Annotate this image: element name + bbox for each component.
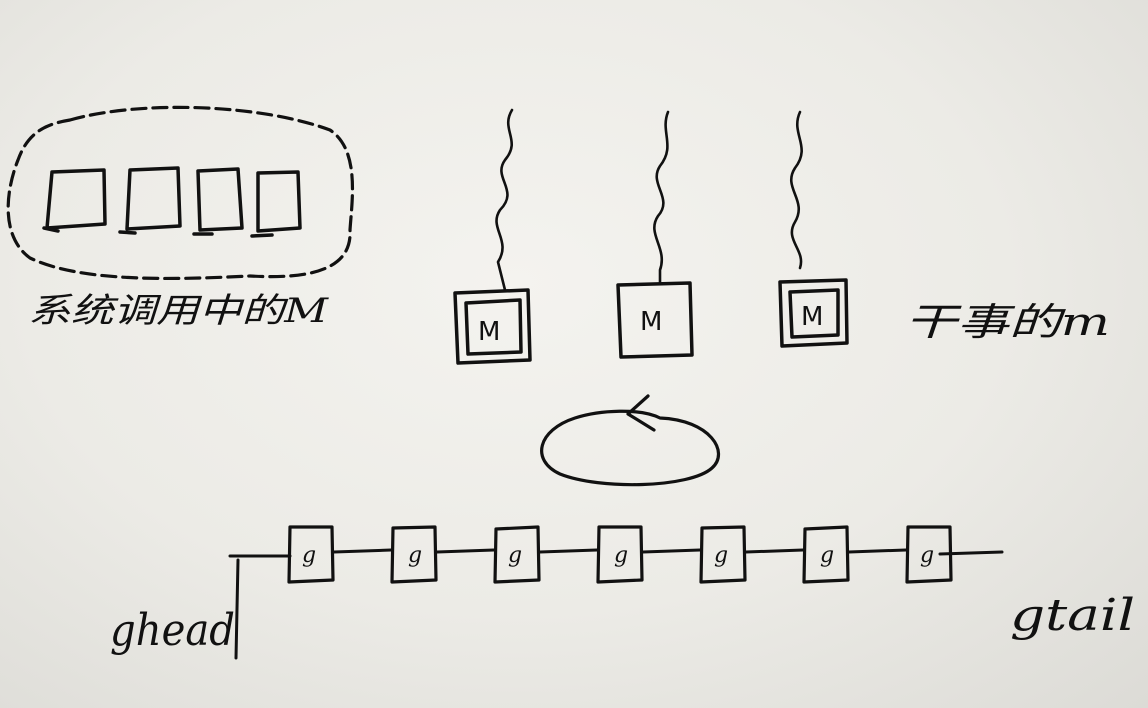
g-box-3-label: g: [508, 543, 522, 568]
g-box-6-label: g: [820, 543, 834, 568]
m-box-2: M: [616, 281, 694, 359]
m-box-3-label: M: [801, 302, 823, 332]
idle-m-label: 干事的m: [905, 300, 1110, 344]
g-box-1-label: g: [302, 543, 316, 568]
queue-link-6: [847, 548, 908, 554]
g-box-2-label: g: [408, 543, 422, 568]
schedule-loop: [540, 394, 721, 487]
m-box-1: M: [453, 288, 532, 365]
queue-link-1: [332, 548, 393, 554]
ghead-label: ghead: [110, 605, 235, 656]
g-box-5-label: g: [714, 543, 728, 568]
g-box-4-label: g: [614, 543, 628, 568]
g-box-3: g: [493, 525, 599, 584]
g-box-6: g: [802, 525, 908, 584]
g-box-4: g: [596, 525, 702, 584]
g-box-7-label: g: [920, 543, 934, 568]
g-box-1: g: [287, 525, 393, 584]
m-boxes: M M M: [453, 278, 849, 365]
m-box-3: M: [778, 278, 849, 348]
m-threads: [495, 108, 803, 292]
queue-link-2: [435, 548, 496, 554]
queue-link-5: [744, 548, 805, 554]
g-box-2: g: [390, 525, 496, 584]
syscall-m-label: 系统调用中的M: [28, 291, 329, 331]
g-box-5: g: [699, 525, 805, 584]
queue-link-3: [538, 548, 599, 554]
gtail-label: gtail: [1010, 590, 1135, 641]
g-box-7: g: [905, 525, 953, 584]
syscall-boxes: [42, 166, 302, 238]
m-box-2-label: M: [640, 307, 662, 337]
syscall-cloud: [6, 105, 355, 281]
queue-link-4: [641, 548, 702, 554]
m-box-1-label: M: [478, 317, 500, 347]
